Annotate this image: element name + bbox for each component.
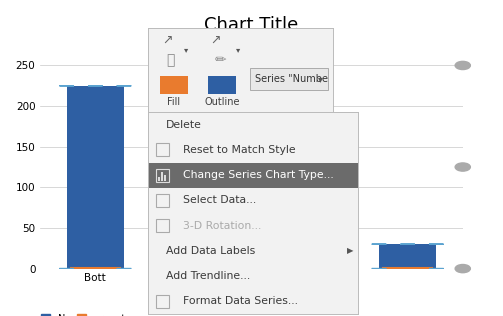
Text: Fill: Fill	[167, 97, 181, 107]
Bar	[164, 175, 166, 181]
Text: Outline: Outline	[204, 97, 240, 107]
Text: Add Trendline...: Add Trendline...	[166, 271, 250, 281]
Bar	[250, 68, 328, 90]
Text: Reset to Match Style: Reset to Match Style	[183, 145, 296, 155]
Bar	[208, 76, 236, 94]
Bar	[156, 219, 169, 232]
Bar	[275, 212, 332, 269]
Bar	[379, 244, 436, 269]
Text: Change Series Chart Type...: Change Series Chart Type...	[183, 170, 334, 180]
Legend: Nu, ercentage: Nu, ercentage	[37, 310, 147, 316]
Text: ▾: ▾	[236, 46, 240, 54]
Text: Series "Numbe: Series "Numbe	[255, 74, 328, 84]
Bar	[67, 86, 124, 269]
Text: ↗: ↗	[162, 33, 172, 46]
Bar	[171, 131, 228, 269]
Text: ▾: ▾	[184, 46, 188, 54]
Circle shape	[455, 61, 470, 70]
Text: 3-D Rotation...: 3-D Rotation...	[183, 221, 262, 231]
Text: ↗: ↗	[211, 33, 221, 46]
Text: ▾: ▾	[317, 74, 322, 84]
Text: Select Data...: Select Data...	[183, 195, 256, 205]
Bar	[156, 295, 169, 308]
Bar	[148, 162, 358, 188]
Bar	[156, 169, 169, 182]
Text: Delete: Delete	[166, 120, 202, 130]
Text: ▶: ▶	[347, 246, 353, 255]
Bar	[160, 76, 188, 94]
Bar	[156, 143, 169, 156]
Circle shape	[455, 264, 470, 273]
Text: ⛏: ⛏	[166, 53, 174, 67]
Text: Add Data Labels: Add Data Labels	[166, 246, 255, 256]
Text: Format Data Series...: Format Data Series...	[183, 296, 298, 307]
Title: Chart Title: Chart Title	[204, 16, 299, 34]
Text: ✏: ✏	[214, 53, 226, 67]
Bar	[158, 177, 160, 181]
Bar	[156, 194, 169, 207]
Bar	[161, 172, 163, 181]
Circle shape	[455, 163, 470, 171]
